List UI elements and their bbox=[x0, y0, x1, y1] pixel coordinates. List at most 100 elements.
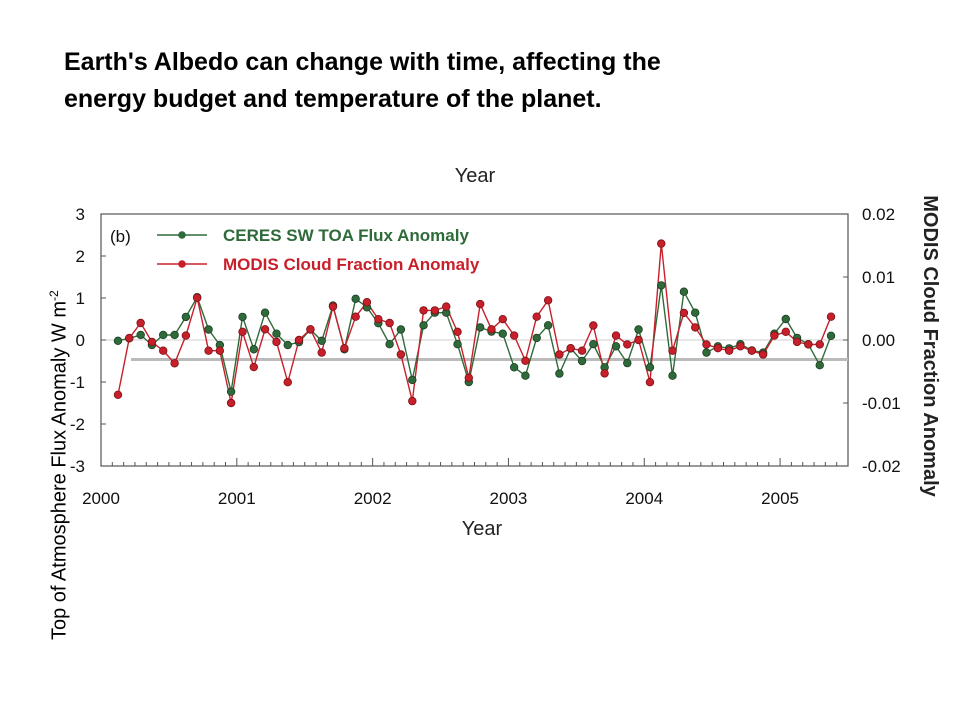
ceres-data-point bbox=[634, 325, 643, 334]
modis-data-point bbox=[532, 312, 541, 321]
slide-title: Earth's Albedo can change with time, aff… bbox=[64, 48, 661, 113]
modis-data-point bbox=[747, 346, 757, 355]
ceres-data-point bbox=[509, 363, 519, 372]
ceres-data-point bbox=[317, 336, 326, 346]
left-tick-label: -1 bbox=[70, 373, 85, 392]
ceres-data-point bbox=[702, 348, 711, 357]
ceres-data-point bbox=[589, 340, 598, 349]
plot-area: 3 2 1 0 -1 -2 -3 0.02 0.01 0.00 -0.01 -0.02 2000 2001… bbox=[70, 205, 901, 508]
modis-data-point bbox=[770, 331, 779, 340]
right-tick-label: -0.02 bbox=[862, 457, 901, 476]
modis-data-point bbox=[430, 306, 440, 315]
modis-data-point bbox=[442, 302, 451, 311]
ceres-data-point bbox=[532, 333, 541, 343]
left-tick-label: 3 bbox=[76, 205, 85, 224]
ceres-data-point bbox=[283, 340, 292, 350]
modis-data-point bbox=[464, 373, 473, 382]
ceres-data-point bbox=[159, 330, 168, 340]
top-partial-year-label: Year bbox=[455, 165, 496, 187]
ceres-data-point bbox=[181, 312, 191, 322]
modis-data-point bbox=[272, 337, 281, 347]
modis-data-point bbox=[294, 335, 304, 345]
x-axis-label: Year bbox=[462, 518, 503, 540]
ceres-data-point bbox=[476, 323, 485, 332]
modis-data-point bbox=[453, 327, 462, 337]
modis-data-point bbox=[509, 331, 519, 340]
ceres-data-point bbox=[679, 287, 689, 296]
modis-data-point bbox=[589, 321, 598, 330]
ceres-data-point bbox=[611, 342, 621, 351]
modis-data-point bbox=[192, 293, 202, 302]
modis-data-point bbox=[340, 343, 349, 353]
modis-data-point bbox=[238, 327, 247, 337]
ceres-data-point bbox=[238, 312, 247, 322]
modis-data-point bbox=[419, 306, 428, 315]
modis-data-point bbox=[498, 315, 507, 324]
modis-data-point bbox=[724, 346, 734, 355]
x-tick-label: 2001 bbox=[218, 489, 256, 508]
left-tick-label: -3 bbox=[70, 457, 85, 476]
ceres-data-point bbox=[249, 345, 258, 354]
legend-marker bbox=[178, 260, 186, 268]
modis-data-point bbox=[679, 308, 689, 318]
ceres-data-point bbox=[577, 356, 587, 366]
modis-data-point bbox=[283, 378, 292, 387]
modis-data-point bbox=[226, 398, 236, 408]
modis-data-point bbox=[136, 318, 145, 328]
legend-label: CERES SW TOA Flux Anomaly bbox=[223, 226, 469, 245]
right-tick-label: -0.01 bbox=[862, 394, 901, 413]
modis-data-point bbox=[736, 342, 745, 351]
ceres-data-point bbox=[136, 330, 145, 340]
ceres-data-point bbox=[826, 331, 836, 340]
ceres-data-point bbox=[498, 329, 507, 338]
modis-data-point bbox=[125, 333, 134, 343]
ceres-data-point bbox=[543, 321, 553, 330]
modis-data-point bbox=[543, 296, 553, 305]
modis-data-point bbox=[181, 331, 191, 340]
left-tick-label: 0 bbox=[76, 331, 85, 350]
modis-data-point bbox=[691, 323, 700, 332]
ceres-data-point bbox=[396, 325, 406, 334]
series-line-modis bbox=[117, 243, 832, 404]
modis-data-point bbox=[668, 346, 677, 355]
modis-data-point bbox=[113, 390, 123, 400]
modis-data-point bbox=[792, 337, 802, 347]
modis-data-point bbox=[215, 346, 225, 355]
ceres-data-point bbox=[272, 329, 281, 338]
ceres-data-point bbox=[260, 308, 270, 317]
ceres-data-point bbox=[815, 361, 824, 370]
ceres-data-point bbox=[691, 308, 700, 317]
modis-data-point bbox=[204, 346, 213, 355]
modis-data-point bbox=[521, 356, 530, 365]
ceres-data-point bbox=[170, 330, 179, 340]
modis-data-point bbox=[374, 315, 383, 324]
ceres-data-point bbox=[555, 369, 564, 378]
modis-data-point bbox=[645, 378, 655, 387]
modis-data-point bbox=[487, 325, 496, 334]
x-tick-label: 2003 bbox=[490, 489, 528, 508]
ceres-data-point bbox=[226, 387, 236, 396]
modis-data-point bbox=[713, 343, 723, 353]
modis-data-point bbox=[826, 312, 836, 321]
ceres-data-point bbox=[351, 294, 360, 304]
ceres-data-point bbox=[453, 340, 462, 349]
modis-data-point bbox=[600, 369, 609, 378]
modis-data-point bbox=[408, 396, 417, 406]
right-tick-label: 0.01 bbox=[862, 268, 895, 287]
modis-data-point bbox=[351, 312, 360, 321]
modis-data-point bbox=[702, 340, 711, 349]
x-tick-label: 2005 bbox=[761, 489, 799, 508]
ceres-data-point bbox=[521, 371, 530, 380]
x-tick-label: 2000 bbox=[82, 489, 120, 508]
modis-data-point bbox=[306, 325, 315, 334]
modis-data-point bbox=[159, 346, 168, 355]
modis-data-point bbox=[657, 239, 666, 248]
modis-data-point bbox=[611, 331, 621, 340]
ceres-data-point bbox=[113, 336, 123, 346]
modis-data-point bbox=[623, 340, 632, 349]
modis-data-point bbox=[170, 359, 179, 368]
right-axis-label: MODIS Cloud Fraction Anomaly bbox=[919, 195, 941, 497]
modis-data-point bbox=[804, 340, 813, 349]
legend-marker bbox=[178, 231, 186, 239]
